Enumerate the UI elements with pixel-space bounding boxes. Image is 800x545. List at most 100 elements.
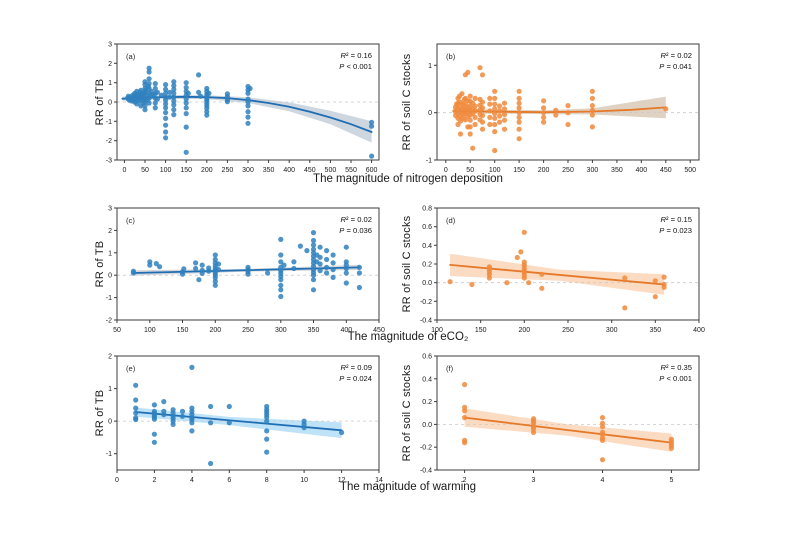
data-point (133, 410, 139, 416)
data-point (157, 264, 163, 270)
x-tick-label: 500 (684, 167, 696, 174)
data-point (185, 90, 191, 96)
data-point (541, 98, 547, 104)
data-point (501, 117, 508, 123)
data-point (589, 124, 595, 130)
x-tick-label: 400 (283, 167, 295, 174)
stats-r-squared: R² = 0.02 (341, 215, 372, 224)
confidence-band (135, 407, 342, 439)
data-point (472, 95, 478, 101)
data-point (161, 412, 167, 418)
x-tick-label: 4 (601, 477, 605, 484)
data-point (487, 95, 493, 101)
data-point (501, 111, 508, 118)
data-point (215, 261, 222, 267)
data-point (278, 293, 284, 300)
data-point (245, 109, 251, 115)
y-tick-label: -1 (106, 119, 112, 126)
data-point (324, 264, 330, 270)
data-point (206, 90, 212, 96)
data-point (356, 284, 362, 291)
y-tick-label: 3 (108, 42, 112, 49)
x-axis-label-warming: The magnitude of warming (339, 481, 477, 493)
data-point (151, 439, 157, 445)
x-tick-label: 350 (611, 167, 623, 174)
data-point (310, 230, 317, 236)
data-point (163, 97, 169, 103)
data-point (589, 95, 595, 101)
data-point (487, 114, 493, 120)
data-point (553, 107, 559, 113)
x-tick-label: 100 (144, 327, 156, 334)
data-point (208, 460, 214, 467)
data-point (278, 236, 284, 242)
data-point (208, 403, 214, 410)
data-point (324, 256, 330, 263)
y-tick-label: 2 (108, 354, 112, 361)
data-point (492, 106, 498, 112)
data-point (193, 260, 199, 266)
data-point (142, 107, 148, 113)
data-point (518, 249, 524, 255)
x-tick-label: 50 (141, 167, 149, 174)
x-tick-label: 250 (562, 167, 574, 174)
x-tick-label: 250 (562, 327, 574, 334)
data-point (146, 65, 152, 71)
data-point (183, 105, 189, 111)
data-point (501, 126, 508, 132)
data-point (516, 119, 522, 125)
x-axis-label-eco2: The magnitude of eCO₂ (347, 331, 469, 343)
data-point (497, 108, 503, 114)
data-point (183, 80, 189, 86)
data-point (133, 416, 139, 423)
y-tick-label: 0.6 (422, 224, 432, 231)
y-tick-label: 1 (428, 63, 432, 70)
data-point (199, 270, 205, 276)
data-point (472, 103, 478, 109)
y-tick-label: -1 (106, 451, 112, 458)
stats-r-squared: R² = 0.35 (661, 363, 692, 372)
data-point (278, 277, 284, 283)
data-point (310, 277, 317, 283)
data-point (516, 100, 522, 106)
data-point (497, 119, 503, 125)
stats-p-value: P = 0.041 (659, 62, 692, 71)
data-point (152, 105, 158, 111)
stats-p-value: P = 0.024 (339, 374, 372, 383)
data-point (492, 121, 498, 128)
data-point (330, 252, 336, 258)
data-point (199, 262, 205, 268)
data-point (133, 405, 139, 411)
data-point (317, 268, 323, 274)
x-tick-label: 0 (115, 477, 119, 484)
data-point (462, 381, 468, 388)
data-point (487, 108, 493, 114)
data-point (183, 84, 189, 91)
y-tick-label: -0.4 (420, 468, 432, 475)
x-tick-label: 200 (538, 167, 550, 174)
data-point (245, 103, 251, 109)
data-point (163, 86, 169, 92)
data-point (304, 248, 310, 254)
data-point (369, 119, 375, 125)
data-point (472, 108, 478, 114)
data-point (152, 81, 158, 87)
data-point (462, 408, 468, 414)
panel-a-plot: 0 50 100 150 200 250 300 350 400 450 500 550 600 -3 -2… (106, 42, 380, 174)
data-point (278, 282, 284, 288)
data-point (146, 69, 152, 75)
data-point (161, 399, 167, 405)
data-point (133, 382, 139, 388)
data-point (324, 270, 330, 276)
x-tick-label: 150 (513, 167, 525, 174)
data-point (530, 429, 537, 435)
trend-line (449, 264, 666, 286)
data-point (171, 107, 177, 113)
data-point (163, 110, 169, 116)
data-point (317, 244, 323, 250)
data-point (501, 106, 508, 112)
data-point (245, 99, 251, 105)
y-tick-label: -3 (106, 158, 112, 165)
data-point (330, 274, 336, 280)
plot-frame (116, 355, 380, 471)
